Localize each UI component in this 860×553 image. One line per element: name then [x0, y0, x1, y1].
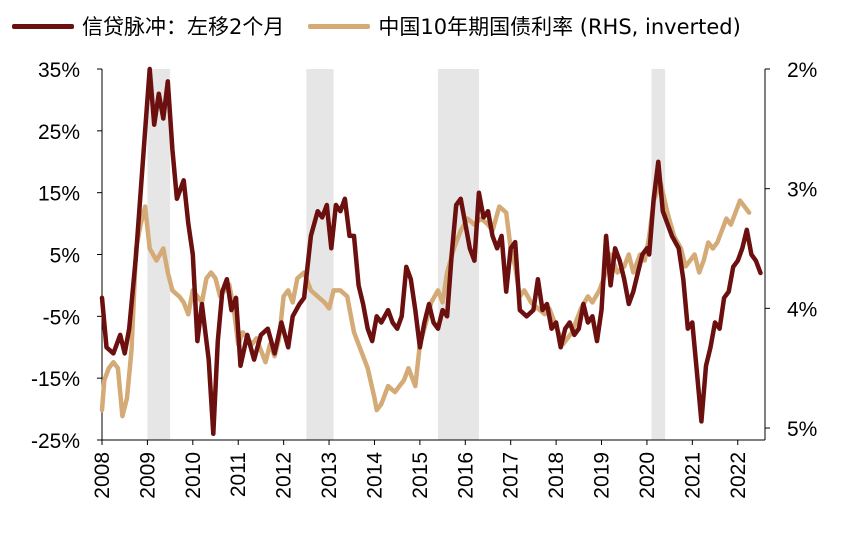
- x-axis-tick-label: 2018: [545, 452, 568, 499]
- left-axis-tick-label: 5%: [50, 245, 80, 268]
- x-axis-tick-label: 2017: [500, 452, 523, 499]
- left-axis-tick-label: 35%: [38, 59, 80, 82]
- right-axis-tick-label: 5%: [787, 418, 817, 441]
- x-axis-tick-label: 2012: [273, 452, 296, 499]
- left-axis-tick-label: 25%: [38, 121, 80, 144]
- legend-label-bond-yield: 中国10年期国债利率 (RHS, inverted): [378, 15, 741, 39]
- x-axis-tick-label: 2020: [636, 452, 659, 499]
- x-axis-tick-label: 2016: [454, 452, 477, 499]
- legend: 信贷脉冲：左移2个月 中国10年期国债利率 (RHS, inverted): [12, 6, 741, 46]
- right-axis-tick-label: 4%: [787, 298, 817, 321]
- x-axis-tick-label: 2014: [363, 452, 386, 499]
- x-axis-tick-label: 2022: [727, 452, 750, 499]
- left-axis-tick-label: 15%: [38, 183, 80, 206]
- left-axis-tick-label: -15%: [31, 368, 80, 391]
- left-axis-tick-label: -5%: [43, 306, 80, 329]
- legend-swatch-bond-yield: [308, 23, 371, 29]
- x-axis-tick-label: 2008: [91, 452, 114, 499]
- legend-label-credit-impulse: 信贷脉冲：左移2个月: [82, 15, 285, 39]
- shaded-band-3: [651, 69, 666, 440]
- x-axis-tick-label: 2021: [681, 452, 704, 499]
- legend-item-bond-yield: 中国10年期国债利率 (RHS, inverted): [308, 11, 741, 41]
- x-axis-tick-label: 2015: [409, 452, 432, 499]
- right-axis-tick-label: 2%: [787, 59, 817, 82]
- x-axis-tick-label: 2009: [136, 452, 159, 499]
- x-axis-tick-label: 2019: [591, 452, 614, 499]
- left-axis-tick-label: -25%: [31, 430, 80, 453]
- x-axis-tick-label: 2013: [318, 452, 341, 499]
- x-axis-tick-label: 2011: [227, 452, 250, 497]
- x-axis-tick-label: 2010: [182, 452, 205, 499]
- legend-item-credit-impulse: 信贷脉冲：左移2个月: [12, 11, 284, 41]
- legend-swatch-credit-impulse: [12, 23, 74, 29]
- series-line-credit-impulse: [99, 66, 763, 437]
- right-axis-tick-label: 3%: [787, 179, 817, 202]
